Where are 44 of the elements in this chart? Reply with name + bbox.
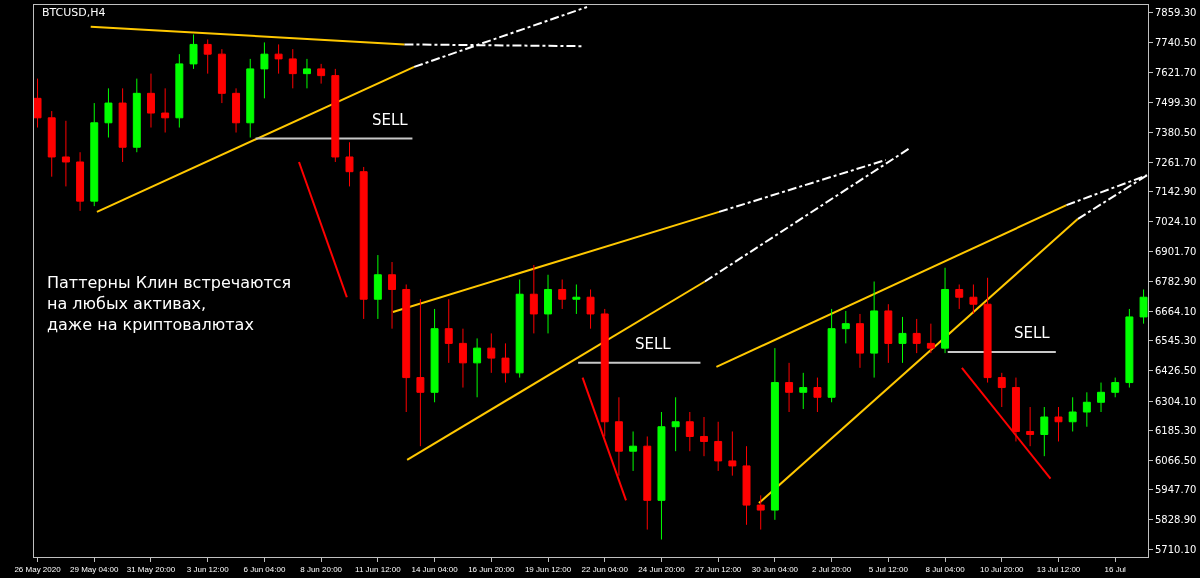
annotation: Паттерны Клин встречаются на любых активах, даже на криптовалютах (47, 273, 292, 334)
y-tick-label: 6664.10 (1155, 305, 1197, 317)
annotation: SELL (635, 335, 672, 353)
y-tick-label: 6782.90 (1155, 276, 1197, 288)
x-tick-label: 8 Jun 20:00 (300, 564, 343, 574)
x-tick-label: 10 Jul 20:00 (979, 564, 1025, 574)
x-tick-label: 8 Jul 04:00 (925, 564, 966, 574)
y-tick-label: 6901.70 (1155, 246, 1197, 258)
y-tick-label: 7024.10 (1155, 215, 1197, 227)
y-tick-label: 5710.10 (1155, 543, 1197, 555)
y-tick-label: 7621.70 (1155, 66, 1197, 78)
x-tick-label: 31 May 20:00 (126, 564, 176, 574)
annotation: SELL (372, 111, 409, 129)
x-tick-label: 22 Jun 04:00 (581, 564, 629, 574)
x-tick-label: 3 Jun 12:00 (186, 564, 230, 574)
x-tick-label: 29 May 04:00 (70, 564, 120, 574)
x-tick-label: 16 Jul (1104, 564, 1127, 574)
y-tick-label: 6545.30 (1155, 335, 1197, 347)
x-tick-label: 2 Jul 20:00 (812, 564, 852, 574)
y-tick-label: 6304.10 (1155, 395, 1197, 407)
x-tick-label: 6 Jun 04:00 (243, 564, 286, 574)
y-tick-label: 7859.30 (1155, 7, 1197, 19)
y-tick-label: 7499.30 (1155, 97, 1197, 109)
annotation: SELL (1014, 324, 1051, 342)
x-tick-label: 26 May 2020 (14, 564, 62, 574)
y-tick-label: 7740.50 (1155, 37, 1197, 49)
x-tick-label: 13 Jul 12:00 (1036, 564, 1081, 574)
x-tick-label: 27 Jun 12:00 (695, 564, 742, 574)
y-tick-label: 6426.50 (1155, 364, 1197, 376)
x-tick-label: 14 Jun 04:00 (411, 564, 459, 574)
y-tick-label: 6185.30 (1155, 425, 1197, 437)
chart-title: BTCUSD,H4 (42, 6, 106, 20)
x-tick-label: 11 Jun 12:00 (355, 564, 402, 574)
x-tick-label: 30 Jun 04:00 (751, 564, 799, 574)
y-tick-label: 7142.90 (1155, 186, 1197, 198)
x-tick-label: 19 Jun 12:00 (524, 564, 572, 574)
x-tick-label: 16 Jun 20:00 (468, 564, 515, 574)
y-tick-label: 5947.70 (1155, 484, 1197, 496)
y-tick-label: 5828.90 (1155, 514, 1197, 526)
x-tick-label: 24 Jun 20:00 (638, 564, 686, 574)
y-tick-label: 7380.50 (1155, 126, 1197, 138)
y-tick-label: 7261.70 (1155, 156, 1197, 168)
x-tick-label: 5 Jul 12:00 (868, 564, 909, 574)
y-tick-label: 6066.50 (1155, 454, 1197, 466)
